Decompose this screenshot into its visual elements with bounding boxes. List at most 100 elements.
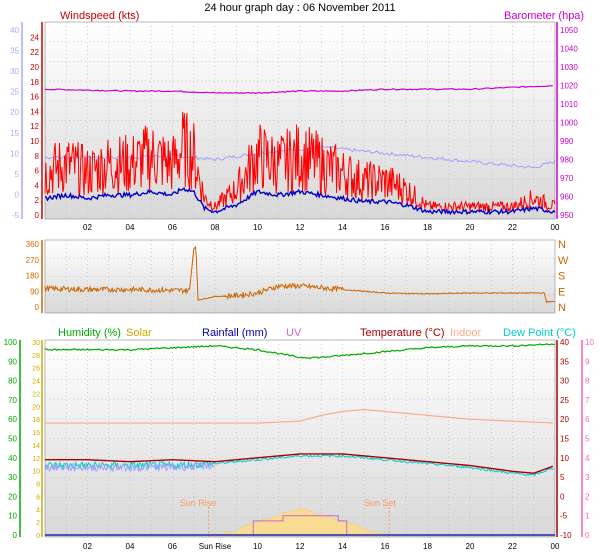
x-tick-label: 00 (551, 542, 560, 551)
wind-axis-label: Windspeed (kts) (60, 10, 139, 22)
tick-label: 22 (32, 391, 40, 398)
tick-label: 970 (560, 174, 574, 183)
tick-label: 2 (585, 492, 590, 501)
tick-label: 18 (32, 417, 40, 424)
compass-label: S (558, 271, 565, 283)
tick-label: 1030 (560, 63, 578, 72)
tick-label: 0 (36, 533, 40, 540)
tick-label: 30 (8, 473, 17, 482)
panel-wind-grid (45, 22, 556, 219)
humidity-label: Humidity (%) (58, 327, 121, 339)
baro-right-axis: 950 960 970 980 990 1000 1010 1020 1030 1040 1050 (556, 22, 578, 220)
humidity-series (44, 343, 556, 537)
chart-title: 24 hour graph day : 06 November 2011 (204, 2, 395, 14)
tick-label: 980 (560, 156, 574, 165)
tick-label: 20 (10, 108, 19, 117)
tick-label: 30 (560, 377, 569, 386)
series-solar (210, 506, 386, 536)
tick-label: 9 (585, 357, 590, 366)
x-tick-label: Sun Rise (199, 542, 232, 551)
tick-label: 7 (585, 396, 590, 405)
tick-label: 10 (32, 469, 40, 476)
tick-label: 10 (8, 512, 17, 521)
rain-label: Rainfall (mm) (202, 327, 267, 339)
series-humidity (44, 343, 556, 359)
series-temperature (45, 453, 554, 474)
uv-label: UV (286, 327, 302, 339)
tick-label: 20 (30, 63, 39, 72)
x-tick-label: 18 (423, 542, 432, 551)
tick-label: 24 (32, 379, 40, 386)
x-tick-label: 20 (466, 542, 475, 551)
tick-label: 20 (560, 415, 569, 424)
x-tick-label: 14 (338, 542, 347, 551)
series-dew-band (44, 461, 216, 474)
tick-label: 950 (560, 211, 574, 220)
tick-label: 180 (26, 272, 40, 281)
tick-label: 2 (36, 520, 40, 527)
tick-label: 80 (8, 377, 17, 386)
solar-label: Solar (126, 327, 152, 339)
tick-label: 990 (560, 137, 574, 146)
tick-label: 6 (35, 167, 40, 176)
tick-label: 1040 (560, 45, 578, 54)
tick-label: 30 (10, 67, 19, 76)
series-indoor (45, 408, 553, 424)
tick-label: 14 (30, 107, 39, 116)
compass-label: N (558, 239, 566, 251)
compass-label: N (558, 302, 566, 314)
x-tick-label: 06 (168, 542, 177, 551)
tick-label: 10 (10, 149, 19, 158)
tick-label: 4 (36, 507, 40, 514)
series-windspeed (44, 111, 556, 213)
tick-label: 0 (560, 492, 565, 501)
x-axis-bottom: 02 04 06 Sun Rise 10 12 14 16 18 20 22 00 (83, 542, 560, 551)
series-barometer (44, 85, 553, 94)
tick-label: 35 (10, 47, 19, 56)
tick-label: 90 (30, 287, 39, 296)
panel-direction-grid (45, 240, 556, 313)
x-tick-label: 18 (423, 223, 432, 232)
tick-label: 0 (585, 531, 590, 540)
tick-label: 5 (560, 473, 565, 482)
tick-label: 40 (10, 26, 19, 35)
tick-label: 4 (585, 454, 590, 463)
x-axis-top: 02 04 06 08 10 12 14 16 18 20 22 00 (83, 223, 560, 232)
tick-label: 20 (8, 492, 17, 501)
tick-label: 5 (585, 435, 590, 444)
humidity-left-axis: 0102030405060708090100024681012141618202… (4, 338, 43, 540)
tick-label: 6 (585, 415, 590, 424)
tick-label: 3 (585, 473, 590, 482)
tick-label: -5 (560, 512, 568, 521)
tick-label: 5 (15, 170, 20, 179)
tick-label: -10 (560, 531, 572, 540)
tick-label: 1 (585, 512, 590, 521)
direction-left-axis: 0 90 180 270 360 (26, 240, 43, 313)
tick-label: 0 (35, 303, 40, 312)
sunset-annotation: Sun Set (364, 498, 397, 508)
compass-label: W (558, 255, 569, 267)
tick-label: 270 (26, 256, 40, 265)
series-direction (44, 245, 556, 304)
x-tick-label: 10 (253, 542, 262, 551)
x-tick-label: 00 (551, 223, 560, 232)
tick-label: 0 (13, 531, 18, 540)
tick-label: 70 (8, 396, 17, 405)
x-tick-label: 20 (466, 223, 475, 232)
tick-label: 8 (36, 482, 40, 489)
tick-label: 12 (30, 122, 39, 131)
tick-label: 0 (35, 211, 40, 220)
x-tick-label: 10 (253, 223, 262, 232)
temp-right-axis: -10 -5 0 5 10 15 20 25 30 35 40 0 1 2 3 4 5 6 7 8 9 10 (556, 338, 594, 540)
tick-label: 10 (560, 454, 569, 463)
tick-label: 18 (30, 78, 39, 87)
x-tick-label: 12 (296, 542, 305, 551)
tick-label: 960 (560, 193, 574, 202)
x-tick-label: 04 (126, 542, 135, 551)
tick-label: 15 (10, 129, 19, 138)
tick-label: -5 (12, 211, 20, 220)
tick-label: 0 (15, 190, 20, 199)
tick-label: 4 (35, 181, 40, 190)
indoor-label: Indoor (450, 327, 482, 339)
